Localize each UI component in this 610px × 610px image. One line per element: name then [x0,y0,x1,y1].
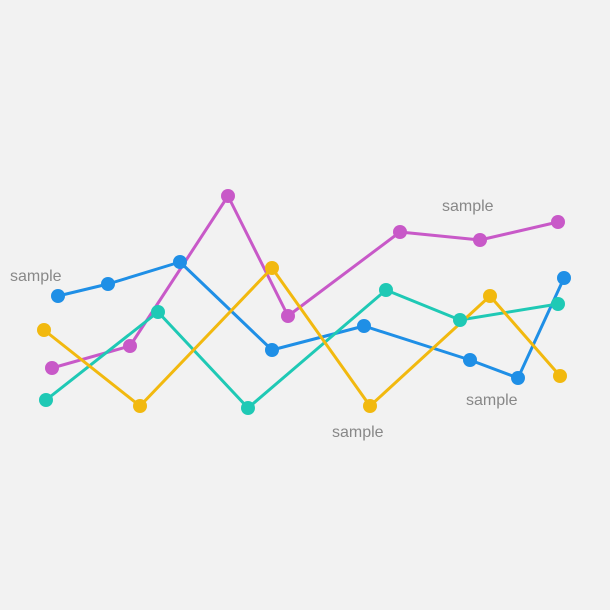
chart-label: sample [10,268,62,286]
chart-label: sample [332,424,384,442]
series-point-magenta [281,309,295,323]
series-point-blue [557,271,571,285]
series-point-magenta [551,215,565,229]
series-point-blue [357,319,371,333]
series-point-yellow [553,369,567,383]
series-point-teal [241,401,255,415]
series-point-teal [551,297,565,311]
series-point-yellow [483,289,497,303]
chart-label: sample [466,392,518,410]
series-point-yellow [37,323,51,337]
series-point-blue [265,343,279,357]
chart-label: sample [442,198,494,216]
series-point-yellow [265,261,279,275]
series-point-teal [379,283,393,297]
series-point-teal [39,393,53,407]
chart-svg [0,0,610,610]
line-chart: sample sample sample sample [0,0,610,610]
series-point-yellow [133,399,147,413]
series-point-teal [151,305,165,319]
series-point-magenta [221,189,235,203]
series-point-magenta [45,361,59,375]
series-point-magenta [123,339,137,353]
series-point-magenta [473,233,487,247]
series-point-blue [51,289,65,303]
series-point-blue [101,277,115,291]
series-point-blue [463,353,477,367]
series-point-magenta [393,225,407,239]
series-point-teal [453,313,467,327]
series-point-blue [511,371,525,385]
series-point-blue [173,255,187,269]
series-point-yellow [363,399,377,413]
